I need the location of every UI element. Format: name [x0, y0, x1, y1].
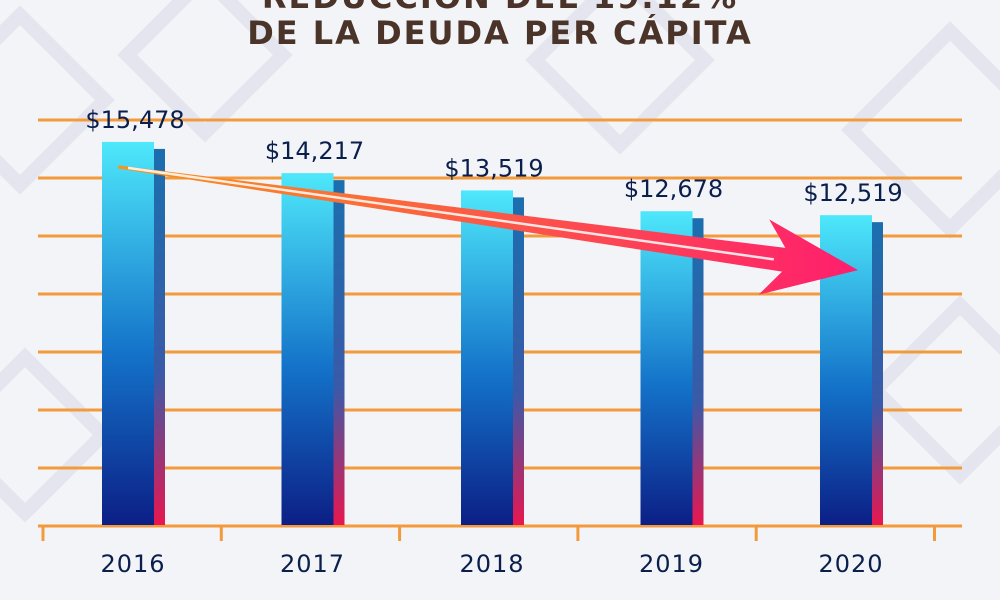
chart-title-line-2: DE LA DEUDA PER CÁPITA [247, 14, 753, 52]
bar-2017 [281, 173, 334, 525]
bar-side-2016 [154, 148, 165, 525]
value-label-2020: $12,519 [803, 179, 902, 207]
bars [102, 141, 883, 526]
trend-arrow [117, 165, 859, 295]
value-label-2019: $12,678 [624, 175, 723, 203]
x-axis: 2016 2017 2018 2019 2020 [41, 525, 936, 578]
bar-side-2018 [513, 197, 524, 525]
value-labels: $15,478 $14,217 $13,519 $12,678 $12,519 [85, 106, 902, 207]
category-label-2020: 2020 [818, 550, 883, 578]
category-label-2018: 2018 [459, 550, 524, 578]
category-label-2016: 2016 [100, 550, 165, 578]
bar-2016 [102, 141, 154, 525]
value-label-2017: $14,217 [265, 137, 364, 165]
category-label-2017: 2017 [280, 550, 345, 578]
bar-side-2020 [872, 222, 883, 525]
value-label-2018: $13,519 [444, 154, 543, 182]
bar-side-2019 [692, 218, 704, 526]
bar-side-2017 [333, 180, 345, 525]
category-label-2019: 2019 [639, 550, 704, 578]
bar-2018 [461, 190, 513, 525]
bar-2019 [640, 211, 693, 526]
value-label-2016: $15,478 [85, 106, 184, 134]
chart-title-line-1: REDUCCIÓN DEL 19.12% [0, 0, 1000, 16]
trend-arrow-highlight [127, 166, 774, 261]
trend-arrow-shape [117, 165, 859, 295]
